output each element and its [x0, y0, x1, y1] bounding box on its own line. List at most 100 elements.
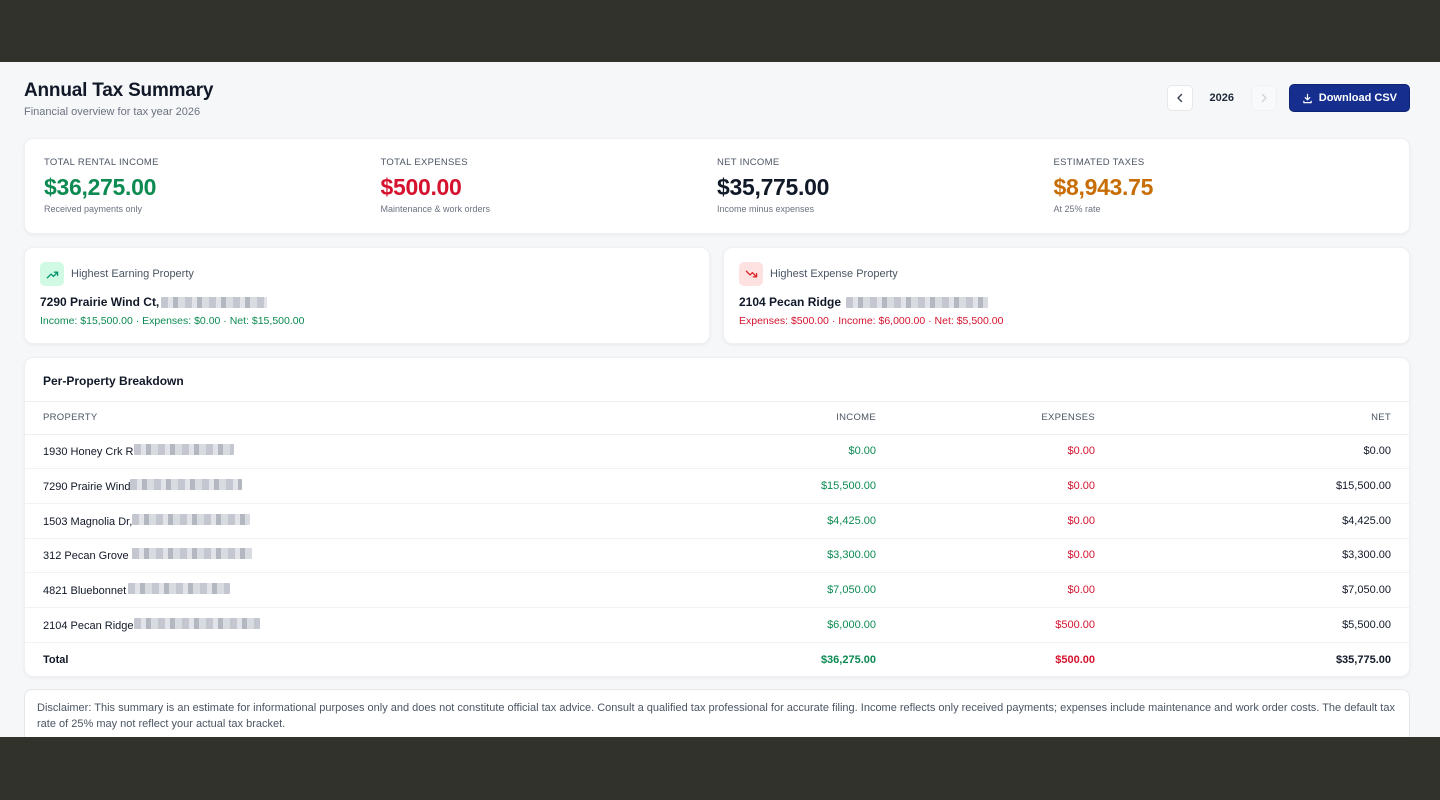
- summary-stats-card: TOTAL RENTAL INCOME $36,275.00 Received …: [24, 138, 1410, 234]
- stat-label: NET INCOME: [717, 157, 780, 168]
- property-name: 1503 Magnolia Dr,: [43, 515, 133, 528]
- property-cell: 2104 Pecan Ridge: [25, 607, 689, 643]
- page-title: Annual Tax Summary: [24, 80, 214, 101]
- property-name: 4821 Bluebonnet: [43, 585, 127, 598]
- total-net: $35,775.00: [1113, 641, 1409, 676]
- redacted-address: [130, 479, 243, 491]
- property-cell: 1503 Magnolia Dr,: [25, 503, 689, 539]
- income-cell: $15,500.00: [689, 468, 894, 504]
- current-year: 2026: [1209, 92, 1234, 104]
- net-cell: $15,500.00: [1113, 468, 1409, 504]
- highest-expense-label: Highest Expense Property: [770, 268, 898, 280]
- table-row: 7290 Prairie Wind $15,500.00 $0.00 $15,5…: [25, 468, 1409, 504]
- property-name: 7290 Prairie Wind: [43, 481, 131, 494]
- total-income: $36,275.00: [689, 641, 894, 676]
- highest-earning-card: Highest Earning Property 7290 Prairie Wi…: [24, 247, 710, 344]
- property-cell: 4821 Bluebonnet: [25, 572, 689, 608]
- stat-label: TOTAL EXPENSES: [380, 157, 468, 168]
- income-cell: $7,050.00: [689, 572, 894, 608]
- stat-value: $35,775.00: [717, 174, 830, 200]
- table-row: 312 Pecan Grove $3,300.00 $0.00 $3,300.0…: [25, 538, 1409, 574]
- next-year-button[interactable]: [1250, 85, 1277, 111]
- highest-expense-header: Highest Expense Property: [739, 262, 1394, 286]
- table-row: 2104 Pecan Ridge $6,000.00 $500.00 $5,50…: [25, 607, 1409, 643]
- stat-label: ESTIMATED TAXES: [1053, 157, 1145, 168]
- stat-estimated-taxes: ESTIMATED TAXES $8,943.75 At 25% rate: [1054, 157, 1391, 215]
- stat-total-rental-income: TOTAL RENTAL INCOME $36,275.00 Received …: [44, 157, 381, 215]
- expenses-cell: $0.00: [894, 468, 1113, 504]
- stat-label: TOTAL RENTAL INCOME: [44, 157, 159, 168]
- trending-down-icon: [739, 262, 763, 286]
- total-label: Total: [25, 641, 689, 676]
- redacted-address: [133, 444, 234, 456]
- chevron-left-icon: [1177, 93, 1182, 103]
- redacted-address: [131, 548, 252, 560]
- table-total-row: Total $36,275.00 $500.00 $35,775.00: [25, 641, 1409, 676]
- net-cell: $3,300.00: [1113, 538, 1409, 574]
- table-row: 4821 Bluebonnet $7,050.00 $0.00 $7,050.0…: [25, 572, 1409, 608]
- stat-caption: Received payments only: [44, 204, 143, 214]
- download-csv-label: Download CSV: [1318, 92, 1397, 104]
- net-cell: $0.00: [1113, 434, 1409, 470]
- column-header-expenses: EXPENSES: [894, 402, 1113, 435]
- net-cell: $5,500.00: [1113, 607, 1409, 643]
- redacted-address: [133, 617, 260, 629]
- redacted-address: [132, 513, 251, 525]
- tax-summary-page: Annual Tax Summary Financial overview fo…: [0, 62, 1440, 737]
- stat-caption: Maintenance & work orders: [380, 204, 491, 214]
- column-header-net: NET: [1113, 402, 1409, 435]
- stat-value: $500.00: [380, 174, 462, 200]
- highest-earning-header: Highest Earning Property: [40, 262, 694, 286]
- disclaimer: Disclaimer: This summary is an estimate …: [24, 689, 1410, 737]
- page-subtitle: Financial overview for tax year 2026: [24, 106, 201, 118]
- income-cell: $3,300.00: [689, 538, 894, 574]
- trending-up-icon: [40, 262, 64, 286]
- highest-earning-label: Highest Earning Property: [71, 268, 194, 280]
- property-name: 312 Pecan Grove: [43, 550, 129, 563]
- download-icon: [1303, 93, 1312, 103]
- property-cell: 1930 Honey Crk R: [25, 434, 689, 470]
- highest-expense-summary: Expenses: $500.00 · Income: $6,000.00 · …: [739, 315, 1004, 327]
- previous-year-button[interactable]: [1166, 85, 1193, 111]
- stat-total-expenses: TOTAL EXPENSES $500.00 Maintenance & wor…: [381, 157, 718, 215]
- property-cell: 7290 Prairie Wind: [25, 468, 689, 504]
- property-address: 7290 Prairie Wind Ct,: [40, 295, 160, 309]
- table-row: 1503 Magnolia Dr, $4,425.00 $0.00 $4,425…: [25, 503, 1409, 539]
- download-csv-button[interactable]: Download CSV: [1288, 84, 1410, 112]
- property-name: 2104 Pecan Ridge: [43, 619, 134, 632]
- stat-net-income: NET INCOME $35,775.00 Income minus expen…: [717, 157, 1054, 215]
- redacted-address: [846, 296, 989, 308]
- highest-expense-property-name: 2104 Pecan Ridge: [739, 295, 1394, 309]
- table-header-row: PROPERTY INCOME EXPENSES NET: [25, 402, 1409, 435]
- redacted-address: [161, 296, 268, 308]
- stat-value: $36,275.00: [44, 174, 157, 200]
- expenses-cell: $0.00: [894, 538, 1113, 574]
- expenses-cell: $0.00: [894, 503, 1113, 539]
- net-cell: $4,425.00: [1113, 503, 1409, 539]
- property-name: 1930 Honey Crk R: [43, 446, 134, 459]
- breakdown-table: PROPERTY INCOME EXPENSES NET 1930 Honey …: [25, 402, 1409, 676]
- expenses-cell: $0.00: [894, 434, 1113, 470]
- table-row: 1930 Honey Crk R $0.00 $0.00 $0.00: [25, 434, 1409, 470]
- redacted-address: [128, 583, 231, 595]
- total-expenses: $500.00: [894, 641, 1113, 676]
- per-property-breakdown-card: Per-Property Breakdown PROPERTY INCOME E…: [24, 357, 1410, 677]
- highest-expense-card: Highest Expense Property 2104 Pecan Ridg…: [723, 247, 1410, 344]
- breakdown-title: Per-Property Breakdown: [25, 358, 1409, 402]
- property-address: 2104 Pecan Ridge: [739, 295, 842, 309]
- expenses-cell: $0.00: [894, 572, 1113, 608]
- highest-earning-property-name: 7290 Prairie Wind Ct,: [40, 295, 694, 309]
- net-cell: $7,050.00: [1113, 572, 1409, 608]
- chevron-right-icon: [1261, 93, 1267, 103]
- highest-earning-summary: Income: $15,500.00 · Expenses: $0.00 · N…: [40, 315, 305, 327]
- column-header-income: INCOME: [689, 402, 894, 435]
- stat-value: $8,943.75: [1053, 174, 1154, 200]
- stat-caption: Income minus expenses: [717, 204, 815, 214]
- income-cell: $4,425.00: [689, 503, 894, 539]
- stat-caption: At 25% rate: [1053, 204, 1101, 214]
- page-header: Annual Tax Summary Financial overview fo…: [24, 80, 1410, 130]
- column-header-property: PROPERTY: [25, 402, 689, 435]
- property-cell: 312 Pecan Grove: [25, 538, 689, 574]
- expenses-cell: $500.00: [894, 607, 1113, 643]
- income-cell: $0.00: [689, 434, 894, 470]
